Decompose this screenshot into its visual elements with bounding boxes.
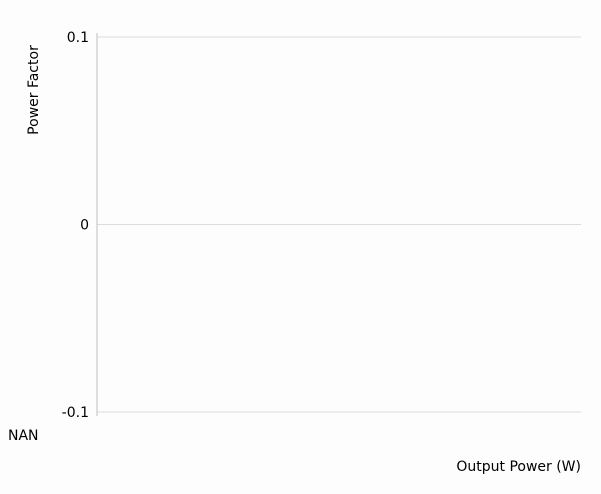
y-tick-label: -0.1 [62, 405, 89, 421]
x-axis-label: Output Power (W) [456, 459, 581, 475]
x-tick-labels: NAN [8, 428, 39, 444]
y-axis-label: Power Factor [26, 45, 42, 135]
y-tick-label: 0 [80, 218, 89, 234]
y-tick-labels: 0.1 0 -0.1 [62, 30, 89, 421]
y-tick-label: 0.1 [67, 30, 89, 46]
x-tick-label: NAN [8, 428, 39, 444]
grid-lines [97, 36, 581, 413]
